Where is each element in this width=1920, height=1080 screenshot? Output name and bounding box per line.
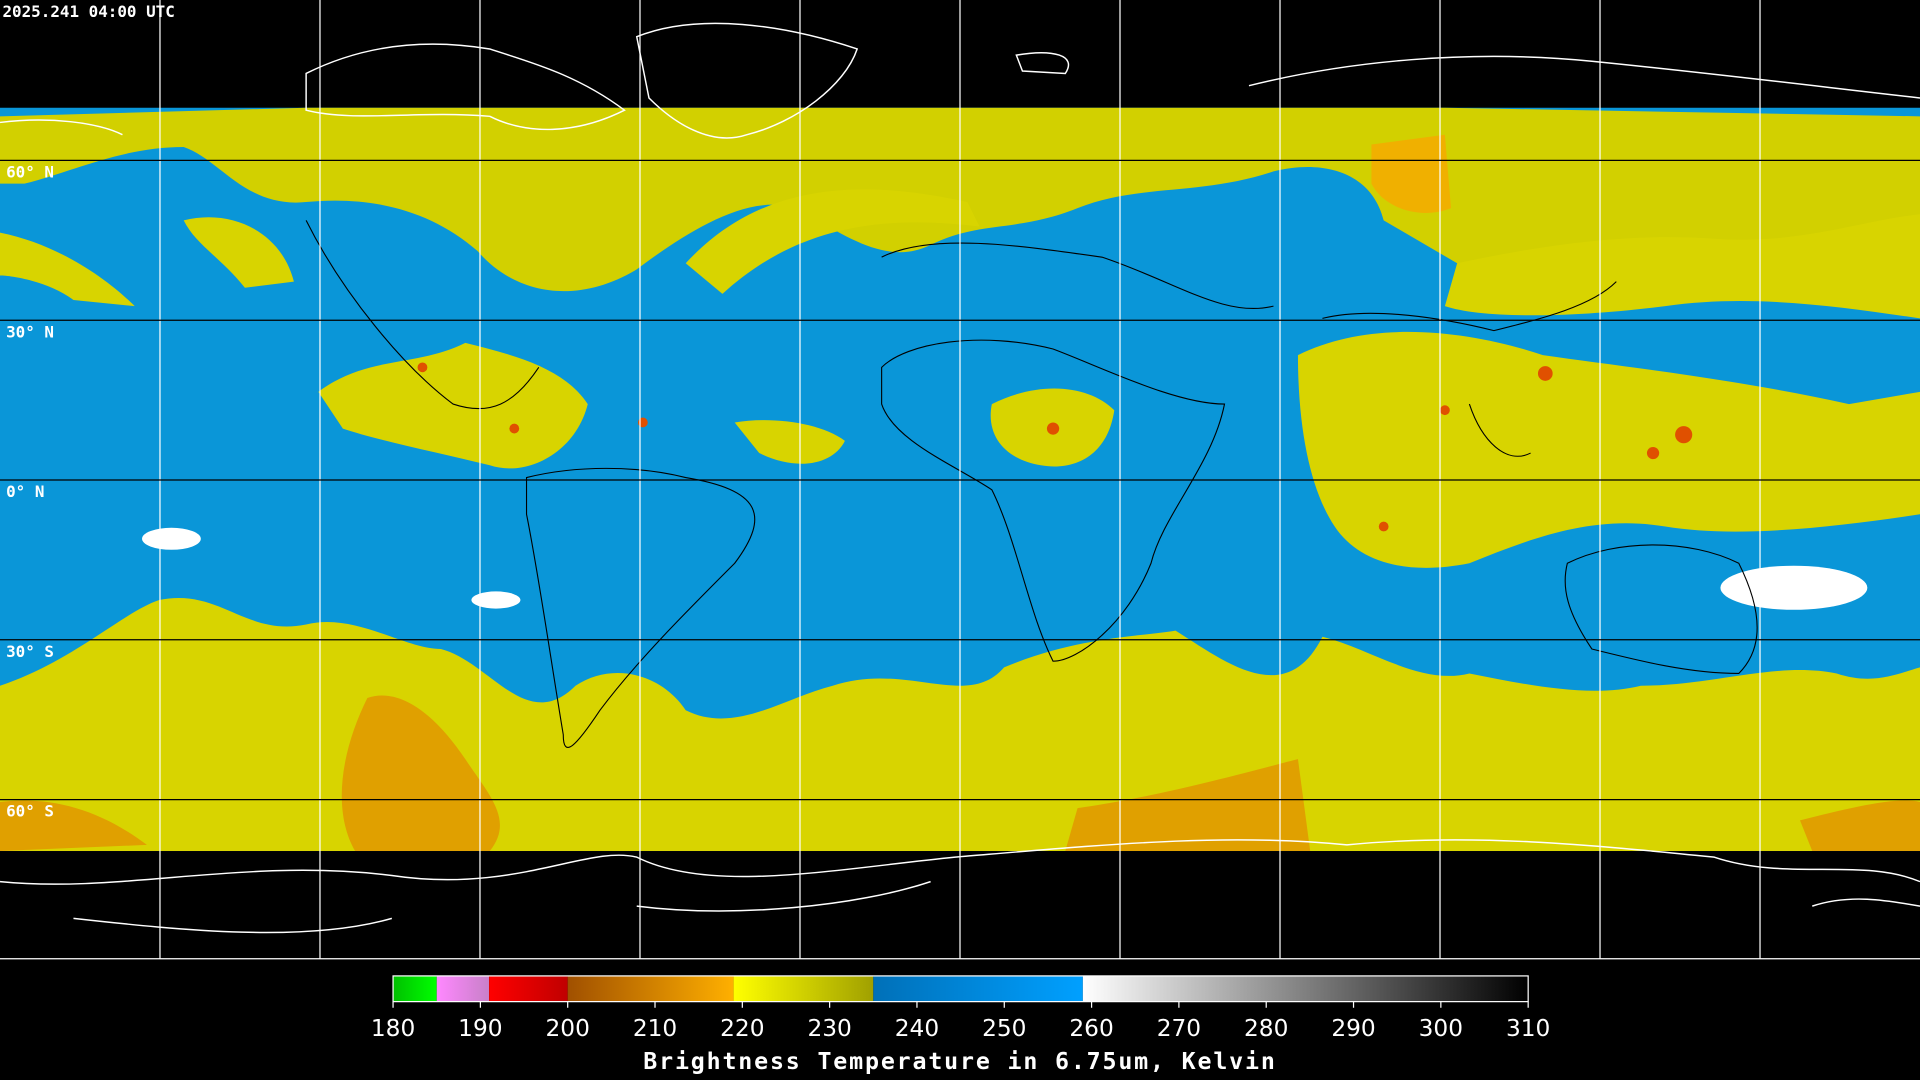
colorbar-label: Brightness Temperature in 6.75um, Kelvin bbox=[643, 1048, 1276, 1075]
colorbar-segment bbox=[733, 975, 874, 1002]
colorbar-segment bbox=[567, 975, 734, 1002]
north-jet-3 bbox=[0, 217, 294, 307]
latitude-label: 30° S bbox=[6, 642, 54, 661]
colorbar-segment bbox=[393, 975, 437, 1002]
north-warm-patch bbox=[1371, 134, 1452, 213]
colorbar-tick-label: 190 bbox=[458, 1015, 502, 1042]
graticule: 60° N 30° N 0° N 30° S 60° S bbox=[0, 0, 1920, 960]
colorbar-tick-label: 230 bbox=[807, 1015, 851, 1042]
latitude-label: 0° N bbox=[6, 482, 44, 501]
colorbar-tick-label: 220 bbox=[720, 1015, 764, 1042]
colorbar-tick-label: 260 bbox=[1069, 1015, 1113, 1042]
colorbar-segment bbox=[489, 975, 568, 1002]
colorbar-segment bbox=[873, 975, 1083, 1002]
north-jet-2 bbox=[1444, 214, 1920, 319]
colorbar-tick-label: 310 bbox=[1506, 1015, 1550, 1042]
colorbar-segment bbox=[436, 975, 490, 1002]
colorbar-tick-label: 250 bbox=[982, 1015, 1026, 1042]
latitude-label: 60° N bbox=[6, 163, 54, 182]
tropical-convection-asia bbox=[1297, 331, 1920, 568]
colorbar-tick-label: 290 bbox=[1331, 1015, 1375, 1042]
coastlines bbox=[0, 22, 1920, 934]
colorbar-tick-label: 210 bbox=[633, 1015, 677, 1042]
colorbar-tick-label: 280 bbox=[1244, 1015, 1288, 1042]
tropical-convection-americas bbox=[318, 342, 588, 469]
dry-regions bbox=[142, 527, 1868, 610]
colorbar-tick-label: 180 bbox=[371, 1015, 415, 1042]
colorbar-tick-label: 300 bbox=[1419, 1015, 1463, 1042]
tropical-convection-africa bbox=[734, 388, 1115, 467]
colorbar-segment bbox=[1082, 975, 1529, 1002]
latitude-label: 60° S bbox=[6, 802, 54, 821]
colorbar: 180 190 200 210 220 230 240 250 260 270 280 290 300 3… bbox=[371, 975, 1550, 1042]
latitude-label: 30° N bbox=[6, 322, 54, 341]
colorbar-tick-label: 240 bbox=[895, 1015, 939, 1042]
colorbar-tick-label: 200 bbox=[545, 1015, 589, 1042]
timestamp: 2025.241 04:00 UTC bbox=[2, 2, 174, 21]
north-jet-1 bbox=[685, 189, 980, 294]
colorbar-tick-label: 270 bbox=[1157, 1015, 1201, 1042]
colorbar-frame bbox=[392, 975, 1529, 1003]
